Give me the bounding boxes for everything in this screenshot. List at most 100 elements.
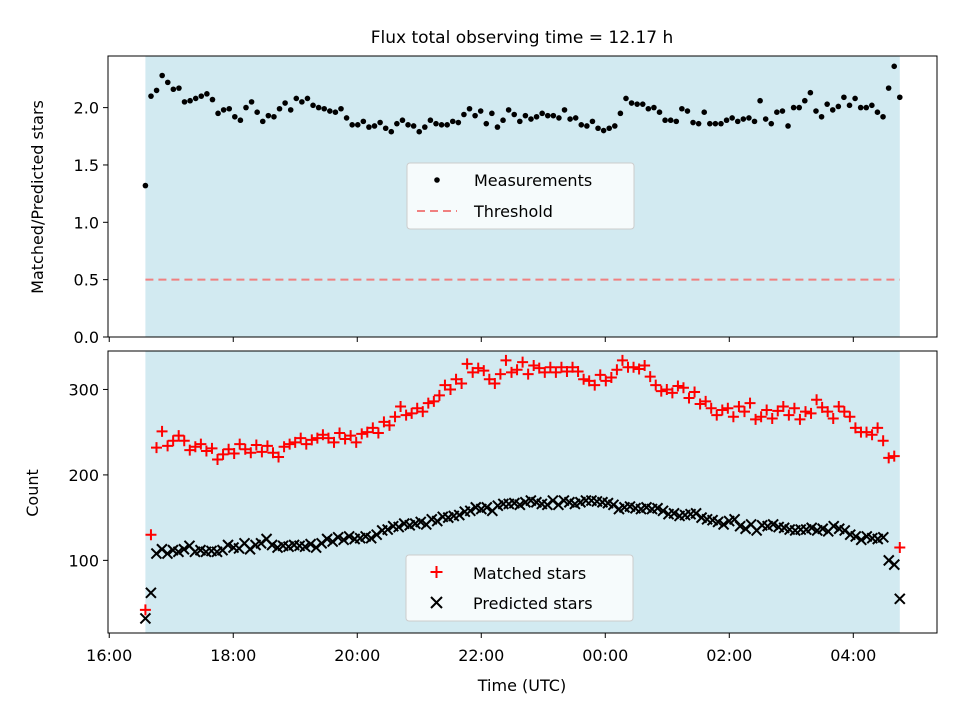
measurement-point xyxy=(718,120,724,127)
matched-star-point xyxy=(572,366,584,378)
matched-star-point xyxy=(339,433,351,445)
measurement-point xyxy=(148,93,154,99)
matched-star-point xyxy=(689,386,701,398)
measurement-point xyxy=(226,105,233,112)
measurement-point xyxy=(869,102,875,109)
matched-star-point xyxy=(650,379,662,391)
matched-star-point xyxy=(256,446,268,458)
ratio-x-ticks xyxy=(108,337,854,342)
measurement-point xyxy=(371,123,378,129)
measurement-point xyxy=(505,107,512,113)
measurement-point xyxy=(846,102,853,109)
count-legend-box xyxy=(405,554,634,622)
measurement-point xyxy=(209,96,216,103)
matched-star-point xyxy=(677,382,689,394)
count-y-tick-label: 300 xyxy=(68,380,99,399)
measurement-point xyxy=(461,111,467,118)
matched-star-point xyxy=(456,377,468,389)
measurement-point xyxy=(533,113,540,120)
measurement-point xyxy=(427,117,434,124)
ratio-y-ticks: 0.0 0.5 1.0 1.5 2.0 xyxy=(74,99,108,347)
measurement-point xyxy=(472,112,478,119)
measurement-point xyxy=(321,105,328,112)
count-y-tick-label: 200 xyxy=(68,466,99,485)
measurement-point xyxy=(243,104,249,111)
matched-star-point xyxy=(245,447,257,459)
matched-star-point xyxy=(178,435,190,447)
matched-star-point xyxy=(894,542,906,554)
x-tick-label: 04:00 xyxy=(830,646,876,665)
matched-star-point xyxy=(422,397,434,409)
matched-star-point xyxy=(267,447,279,459)
count-x-ticks: 16:00 18:00 20:00 22:00 00:00 02:00 04:00 xyxy=(86,633,876,665)
measurement-point xyxy=(176,85,182,91)
measurement-point xyxy=(824,101,830,107)
predicted-star-point xyxy=(481,501,493,514)
ratio-y-axis-label: Matched/Predicted stars xyxy=(28,100,47,294)
matched-star-point xyxy=(439,379,451,391)
measurement-point xyxy=(762,116,769,122)
measurement-point xyxy=(656,109,663,115)
matched-star-point xyxy=(738,406,750,418)
predicted-star-point xyxy=(464,505,476,517)
measurement-point xyxy=(382,125,389,132)
measurement-point xyxy=(774,109,780,115)
matched-star-point xyxy=(755,411,767,423)
matched-star-point xyxy=(395,401,407,413)
predicted-star-point xyxy=(393,521,405,533)
measurement-point xyxy=(785,123,791,129)
measurement-point xyxy=(444,122,450,128)
matched-star-point xyxy=(578,373,590,385)
matched-star-point xyxy=(605,371,617,383)
measurement-point xyxy=(315,104,322,111)
matched-star-point xyxy=(616,354,628,366)
matched-star-point xyxy=(528,360,540,372)
matched-star-point xyxy=(406,407,418,419)
measurement-point xyxy=(779,108,786,114)
matched-star-point xyxy=(561,366,573,378)
matched-star-point xyxy=(633,363,645,375)
matched-star-point xyxy=(838,406,850,418)
matched-star-point xyxy=(278,441,290,453)
x-tick-label: 00:00 xyxy=(582,646,628,665)
measurement-point xyxy=(360,118,367,125)
measurement-point xyxy=(723,117,730,124)
measurement-point xyxy=(857,104,864,111)
matched-star-point xyxy=(822,406,834,418)
measurement-point xyxy=(282,100,288,106)
matched-star-point xyxy=(195,438,207,450)
ratio-panel: 0.00.51.01.52.0 Matched/Predicted stars … xyxy=(28,55,938,347)
measurement-point xyxy=(796,104,803,111)
matched-star-point xyxy=(794,413,806,425)
measurement-point xyxy=(818,113,825,120)
measurement-point xyxy=(293,95,300,102)
matched-star-point xyxy=(539,366,551,378)
matched-star-point xyxy=(356,428,368,440)
matched-star-point xyxy=(472,362,484,374)
measurement-point xyxy=(701,109,708,115)
matched-star-point xyxy=(206,442,218,454)
measurement-point xyxy=(164,79,171,86)
matched-star-point xyxy=(478,365,490,377)
measurement-point xyxy=(807,89,814,96)
count-legend: Matched stars Predicted stars xyxy=(405,554,634,622)
measurement-point xyxy=(299,99,305,105)
measurement-point xyxy=(729,115,735,121)
matched-star-point xyxy=(555,361,567,373)
matched-star-point xyxy=(866,429,878,441)
measurement-point xyxy=(707,120,713,127)
matched-star-point xyxy=(212,454,224,466)
measurement-point xyxy=(349,122,355,128)
matched-star-point xyxy=(727,411,739,423)
measurement-point xyxy=(617,110,624,117)
measurement-point xyxy=(254,109,260,115)
matched-star-point xyxy=(289,436,301,448)
measurement-point xyxy=(880,113,886,120)
legend-matched-label: Matched stars xyxy=(473,564,586,583)
matched-star-point xyxy=(489,377,501,389)
measurement-point xyxy=(679,105,685,112)
measurement-point xyxy=(600,127,607,134)
matched-star-point xyxy=(628,361,640,373)
matched-star-point xyxy=(567,361,579,373)
